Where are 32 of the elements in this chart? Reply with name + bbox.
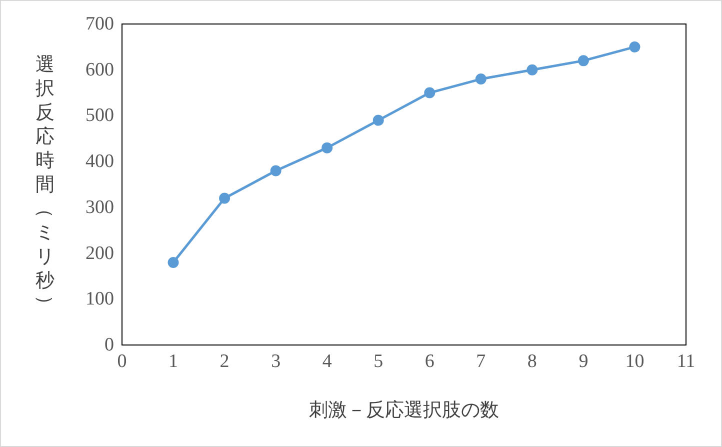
x-tick-label: 4 xyxy=(322,351,332,372)
x-tick-label: 10 xyxy=(625,351,644,372)
point xyxy=(219,192,230,204)
x-tick-label: 6 xyxy=(424,351,434,372)
point xyxy=(270,165,282,176)
x-tick-label: 3 xyxy=(271,351,281,372)
x-tick-label: 0 xyxy=(117,351,127,372)
x-tick-label: 9 xyxy=(578,351,588,372)
point xyxy=(578,55,589,66)
x-tick-label: 11 xyxy=(676,351,696,372)
y-tick-label: 0 xyxy=(104,334,114,356)
y-tick-label: 100 xyxy=(86,288,114,310)
point xyxy=(168,256,179,268)
y-tick-label: 400 xyxy=(86,151,114,172)
point xyxy=(322,142,333,154)
y-tick-label: 700 xyxy=(86,14,114,34)
point xyxy=(526,64,538,76)
x-tick-label: 7 xyxy=(476,351,486,372)
point xyxy=(372,114,384,126)
x-tick-label: 1 xyxy=(168,351,178,372)
x-tick-label: 5 xyxy=(374,351,384,372)
point xyxy=(475,74,486,85)
y-axis-title: 選択反応時間（ミリ秒） xyxy=(34,54,56,314)
y-tick-label: 200 xyxy=(86,242,114,264)
x-tick-label: 8 xyxy=(527,351,537,372)
y-tick-label: 500 xyxy=(86,105,114,126)
point xyxy=(424,87,436,98)
x-tick-label: 2 xyxy=(220,351,230,372)
y-tick-label: 600 xyxy=(86,59,114,80)
y-tick-label: 300 xyxy=(86,196,114,218)
point xyxy=(629,41,640,52)
x-axis-title: 刺激－反応選択肢の数 xyxy=(309,399,499,421)
